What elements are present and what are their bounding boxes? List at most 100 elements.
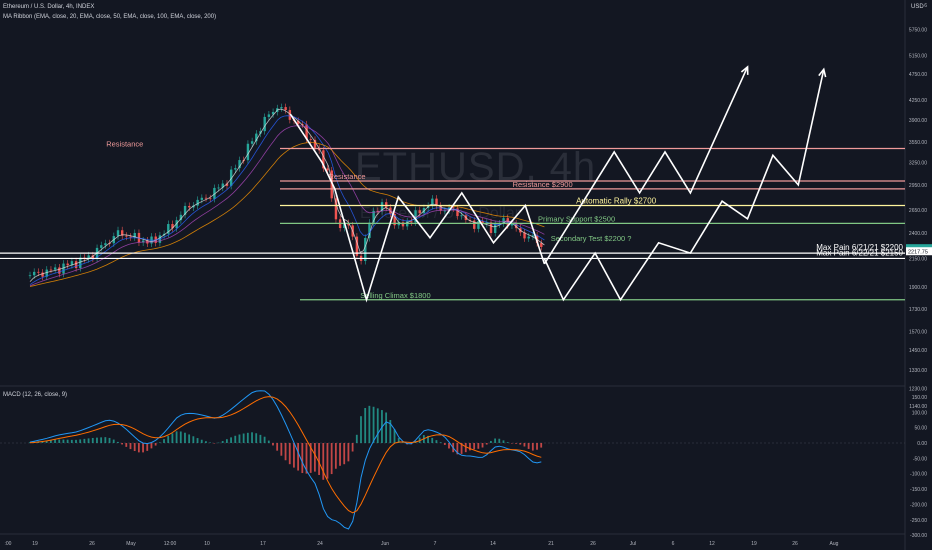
time-tick-label: 24 <box>317 541 323 547</box>
macd-histogram-bar <box>79 439 82 443</box>
macd-histogram-bar <box>456 443 459 455</box>
macd-histogram-bar <box>435 440 438 443</box>
candle-body <box>183 205 187 215</box>
level-label: Secondary Test $2200 ? <box>551 234 632 243</box>
candle-body <box>288 110 292 120</box>
candle-body <box>217 187 220 189</box>
price-tick-label: 3250.00 <box>909 160 927 166</box>
candle-body <box>284 107 287 111</box>
candle-body <box>66 263 69 266</box>
macd-histogram-bar <box>502 440 505 443</box>
candle-body <box>271 111 275 115</box>
macd-histogram-bar <box>427 435 429 443</box>
time-tick-label: Aug <box>830 541 839 547</box>
candle-body <box>531 235 535 237</box>
macd-histogram-bar <box>443 443 446 445</box>
time-tick-label: 21 <box>548 541 554 547</box>
candle-body <box>313 139 317 148</box>
macd-histogram-bar <box>401 442 404 444</box>
candle-body <box>460 215 463 217</box>
price-tag-label: 2217.75 <box>908 250 928 256</box>
candle-body <box>74 261 78 269</box>
macd-tick-label: -150.00 <box>910 487 927 493</box>
macd-histogram-bar <box>259 434 262 443</box>
ema-ribbon-line <box>29 125 545 287</box>
ema-ribbon-line <box>29 142 545 287</box>
macd-histogram-bar <box>318 443 320 475</box>
candle-body <box>221 183 224 188</box>
macd-histogram-bar <box>347 443 350 462</box>
macd-histogram-bar <box>91 437 94 443</box>
macd-signal-line <box>29 396 542 514</box>
macd-histogram-bar <box>209 442 212 443</box>
candle-body <box>62 263 65 274</box>
macd-histogram-bar <box>225 439 228 443</box>
candle-body <box>418 210 421 214</box>
price-tag-box <box>906 247 932 256</box>
macd-tick-label: 100.00 <box>912 410 928 416</box>
time-tick-label: 7 <box>434 541 437 547</box>
candle-body <box>116 230 120 237</box>
macd-tick-label: 0.00 <box>917 441 927 447</box>
candle-body <box>171 224 174 229</box>
macd-histogram-bar <box>200 439 203 443</box>
macd-histogram-bar <box>58 439 61 443</box>
time-tick-label: 26 <box>792 541 798 547</box>
macd-histogram-bar <box>368 405 371 443</box>
candle-body <box>410 221 413 223</box>
level-label: Automatic Rally $2700 <box>576 196 657 205</box>
macd-histogram-bar <box>158 442 161 443</box>
candle-body <box>37 271 40 273</box>
projection-arrowhead <box>818 67 827 78</box>
macd-histogram-bar <box>305 443 308 474</box>
time-tick-label: 26 <box>89 541 95 547</box>
macd-histogram-bar <box>477 443 480 449</box>
indicator-title: MA Ribbon (EMA, close, 20, EMA, close, 5… <box>3 14 217 20</box>
macd-histogram-bar <box>309 443 312 473</box>
macd-histogram-bar <box>129 443 132 450</box>
candle-body <box>200 197 204 200</box>
level-label: Max Pain 6/22/21 $2150 <box>816 248 903 257</box>
macd-histogram-bar <box>523 443 526 447</box>
macd-histogram-bar <box>100 437 103 443</box>
time-tick-label: 19 <box>32 541 38 547</box>
candle-body <box>32 271 36 276</box>
level-label: Resistance <box>328 172 365 181</box>
candle-body <box>452 207 455 209</box>
macd-histogram-bar <box>364 408 367 443</box>
candle-body <box>87 255 90 260</box>
candle-body <box>196 199 199 206</box>
candle-body <box>305 124 308 140</box>
projection-path <box>543 69 825 302</box>
candle-body <box>523 232 526 239</box>
price-tick-label: 5150.00 <box>909 53 927 59</box>
candle-body <box>527 236 530 239</box>
candle-body <box>70 261 74 266</box>
macd-histogram-bar <box>322 443 325 480</box>
macd-histogram-bar <box>217 442 220 444</box>
candle-body <box>494 224 497 233</box>
macd-histogram-bar <box>83 438 86 443</box>
macd-histogram-bar <box>167 436 170 443</box>
projection-arrowhead <box>740 65 749 75</box>
macd-histogram-bar <box>360 416 362 443</box>
candle-body <box>125 235 128 237</box>
time-tick-label: 19 <box>751 541 757 547</box>
level-label: Resistance $2900 <box>513 180 573 189</box>
candle-body <box>204 197 208 199</box>
candle-body <box>263 116 266 132</box>
price-tick-label: 3900.00 <box>909 118 927 124</box>
candle-body <box>297 120 300 125</box>
price-tick-label: 2400.00 <box>909 231 927 237</box>
macd-histogram-bar <box>246 432 249 443</box>
macd-histogram-bar <box>531 443 534 451</box>
macd-histogram-bar <box>142 443 144 453</box>
macd-histogram-bar <box>108 437 111 443</box>
candle-body <box>355 236 359 256</box>
candle-body <box>481 221 484 225</box>
candle-body <box>540 243 543 247</box>
candle-body <box>506 218 509 226</box>
candle-body <box>326 168 329 171</box>
